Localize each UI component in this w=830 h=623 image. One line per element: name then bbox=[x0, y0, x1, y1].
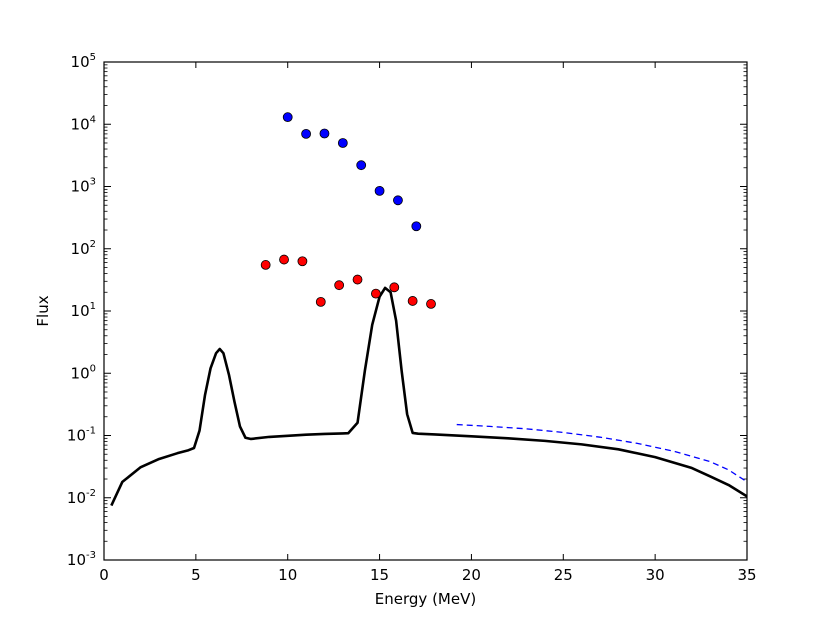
series-layer bbox=[110, 112, 747, 507]
data-point bbox=[411, 221, 422, 232]
x-tick-label: 35 bbox=[737, 566, 756, 584]
data-point bbox=[334, 280, 345, 291]
x-axis-label: Energy (MeV) bbox=[375, 590, 476, 608]
data-point bbox=[370, 288, 381, 299]
x-tick-label: 15 bbox=[370, 566, 389, 584]
data-point bbox=[337, 138, 348, 148]
y-tick-label: 105 bbox=[71, 52, 96, 71]
y-tick-label: 103 bbox=[71, 177, 96, 196]
y-tick-label: 10-1 bbox=[67, 426, 96, 445]
data-point bbox=[426, 299, 436, 309]
x-tick-label: 30 bbox=[646, 566, 665, 584]
x-tick-label: 0 bbox=[99, 566, 109, 584]
data-point bbox=[301, 128, 311, 139]
axes-layer: 0 5 10 15 20 25 30 35 10-3 10-2 10-1 100 101 102 103 10… bbox=[67, 52, 757, 584]
x-tick-label: 10 bbox=[278, 566, 297, 584]
x-tick-label: 20 bbox=[462, 566, 481, 584]
y-tick-label: 101 bbox=[71, 301, 96, 320]
data-point bbox=[297, 256, 308, 267]
y-tick-label: 104 bbox=[71, 114, 96, 133]
data-point bbox=[260, 260, 271, 270]
data-point bbox=[393, 195, 403, 206]
data-point bbox=[315, 296, 326, 307]
series-line bbox=[110, 286, 747, 507]
y-tick-label: 10-2 bbox=[67, 488, 96, 507]
y-tick-label: 100 bbox=[71, 363, 96, 382]
data-point bbox=[319, 128, 330, 139]
y-tick-label: 102 bbox=[71, 239, 96, 258]
data-point bbox=[374, 185, 385, 196]
data-point bbox=[352, 274, 363, 285]
data-point bbox=[279, 254, 289, 265]
data-point bbox=[282, 112, 293, 123]
data-point bbox=[407, 296, 418, 306]
series-line bbox=[456, 423, 747, 483]
x-tick-label: 5 bbox=[191, 566, 201, 584]
x-tick-label: 25 bbox=[554, 566, 573, 584]
data-point bbox=[356, 160, 367, 171]
data-point bbox=[389, 282, 400, 293]
y-tick-label: 10-3 bbox=[67, 550, 96, 569]
y-axis-label: Flux bbox=[34, 295, 52, 326]
plot-frame bbox=[103, 61, 748, 561]
